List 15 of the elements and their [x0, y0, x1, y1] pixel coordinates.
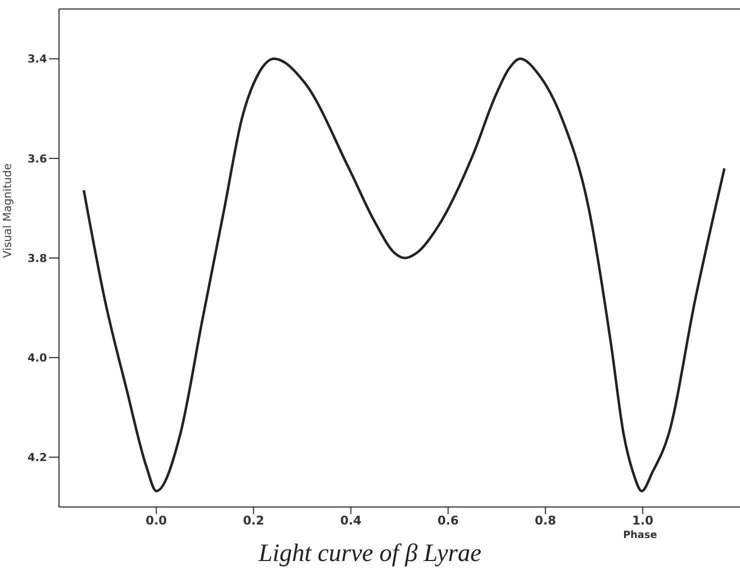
y-tick-label: 3.6: [28, 152, 48, 166]
x-tick-label: 0.4: [340, 514, 362, 528]
y-tick-label: 4.0: [28, 352, 48, 365]
x-tick-label: 0.6: [438, 514, 459, 528]
y-tick-label: 4.2: [28, 451, 47, 464]
y-tick-label: 3.8: [28, 252, 47, 265]
y-axis-title: Visual Magnitude: [0, 163, 14, 258]
x-tick-label: 1.0: [632, 514, 654, 528]
x-axis-title: Phase: [623, 530, 658, 541]
y-tick-label: 3.4: [28, 52, 48, 66]
line-series: [82, 58, 726, 492]
text: Light curve of β Lyrae: [257, 540, 482, 568]
x-tick-label: 0.2: [242, 514, 264, 528]
x-tick-label: 0.8: [534, 514, 556, 528]
x-tick-label: 0.0: [146, 514, 167, 528]
